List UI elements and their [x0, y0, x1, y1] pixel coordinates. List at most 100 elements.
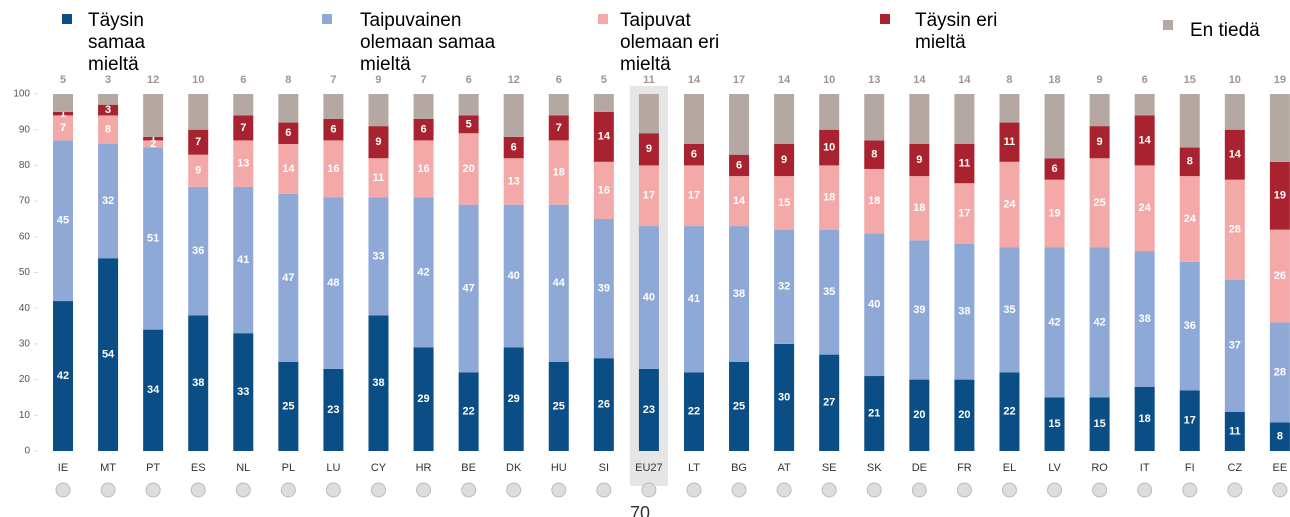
- bar-segment: [233, 94, 254, 116]
- bar-segment: [278, 122, 299, 144]
- bar-segment: [458, 372, 479, 451]
- data-label: 6: [240, 74, 246, 86]
- data-label: 25: [733, 400, 745, 412]
- legend-label: Täysin samaa mieltä: [88, 10, 146, 75]
- data-label: 19: [1274, 190, 1286, 202]
- bar-segment: [1269, 94, 1290, 162]
- data-label: 25: [553, 400, 565, 412]
- bar-segment: [593, 94, 614, 112]
- x-tick-label: BE: [461, 462, 476, 474]
- data-label: 16: [327, 163, 339, 175]
- bar-segment: [98, 258, 119, 451]
- data-label: 35: [823, 286, 835, 298]
- data-label: 18: [868, 195, 880, 207]
- data-label: 42: [57, 370, 69, 382]
- bar-segment: [1044, 397, 1065, 451]
- flag: [1227, 482, 1243, 498]
- bar-segment: [53, 115, 73, 141]
- flag: [370, 482, 386, 498]
- bar-segment: [819, 129, 840, 166]
- y-tick-label: 0: [24, 446, 30, 457]
- x-tick-label: NL: [236, 462, 250, 474]
- data-label: 28: [1229, 224, 1241, 236]
- bar-segment: [909, 240, 930, 380]
- flag: [461, 482, 477, 498]
- bar-segment: [1179, 176, 1200, 262]
- bar-segment: [683, 226, 704, 373]
- data-label: 8: [871, 149, 877, 161]
- bar-segment: [98, 143, 119, 259]
- bar-segment: [143, 94, 164, 137]
- data-label: 15: [1184, 74, 1196, 86]
- data-label: 5: [466, 118, 472, 130]
- y-tick-label: 60: [19, 231, 31, 242]
- flag: [731, 482, 747, 498]
- bar-segment: [278, 193, 299, 362]
- data-label: 22: [463, 406, 475, 418]
- data-label: 6: [511, 141, 517, 153]
- flag: [956, 482, 972, 498]
- legend-label: En tiedä: [1190, 20, 1260, 41]
- legend-swatch: [1163, 20, 1173, 30]
- data-label: 17: [643, 190, 655, 202]
- data-label: 2: [150, 138, 156, 150]
- data-label: 34: [147, 384, 160, 396]
- data-label: 7: [60, 122, 66, 134]
- data-label: 10: [823, 74, 835, 86]
- bar-segment: [729, 94, 750, 155]
- bar-segment: [1269, 161, 1290, 230]
- bar-segment: [143, 136, 164, 141]
- data-label: 20: [958, 409, 970, 421]
- bar-segment: [999, 372, 1020, 451]
- bar-segment: [413, 197, 434, 348]
- data-label: 6: [736, 159, 742, 171]
- data-label: 40: [508, 270, 520, 282]
- data-label: 41: [688, 293, 700, 305]
- data-label: 8: [105, 124, 111, 136]
- bar-segment: [819, 229, 840, 355]
- bar-segment: [683, 372, 704, 451]
- bar-segment: [233, 186, 254, 334]
- x-tick-label: IT: [1140, 462, 1150, 474]
- flag: [190, 482, 206, 498]
- data-label: 17: [958, 208, 970, 220]
- data-label: 32: [778, 281, 790, 293]
- data-label: 45: [57, 215, 69, 227]
- data-label: 9: [646, 143, 652, 155]
- bar-segment: [683, 165, 704, 227]
- data-label: 12: [508, 74, 520, 86]
- flag: [551, 482, 567, 498]
- x-tick-label: SE: [822, 462, 837, 474]
- bar-segment: [729, 361, 750, 451]
- data-label: 8: [1187, 156, 1193, 168]
- data-label: 38: [372, 377, 384, 389]
- flag: [686, 482, 702, 498]
- data-label: 13: [237, 158, 249, 170]
- x-tick-label: HR: [416, 462, 432, 474]
- bar-segment: [233, 333, 254, 451]
- bar-segment: [53, 140, 73, 302]
- bar-segment: [233, 115, 254, 141]
- data-label: 21: [868, 407, 880, 419]
- data-label: 33: [237, 386, 249, 398]
- data-label: 19: [1274, 74, 1286, 86]
- data-label: 40: [868, 299, 880, 311]
- bar-segment: [1224, 411, 1245, 451]
- x-tick-label: HU: [551, 462, 567, 474]
- data-label: 18: [913, 202, 925, 214]
- bar-segment: [1134, 165, 1155, 252]
- bar-segment: [53, 94, 73, 112]
- data-label: 7: [195, 136, 201, 148]
- x-tick-label: LT: [688, 462, 700, 474]
- bar-segment: [1179, 147, 1200, 177]
- data-label: 6: [466, 74, 472, 86]
- data-label: 23: [643, 404, 655, 416]
- bar-segment: [323, 94, 344, 119]
- bar-segment: [368, 315, 389, 451]
- bar-segment: [954, 243, 975, 380]
- bar-segment: [413, 347, 434, 451]
- data-label: 29: [417, 393, 429, 405]
- data-label: 26: [1274, 270, 1286, 282]
- bar-segment: [999, 122, 1020, 162]
